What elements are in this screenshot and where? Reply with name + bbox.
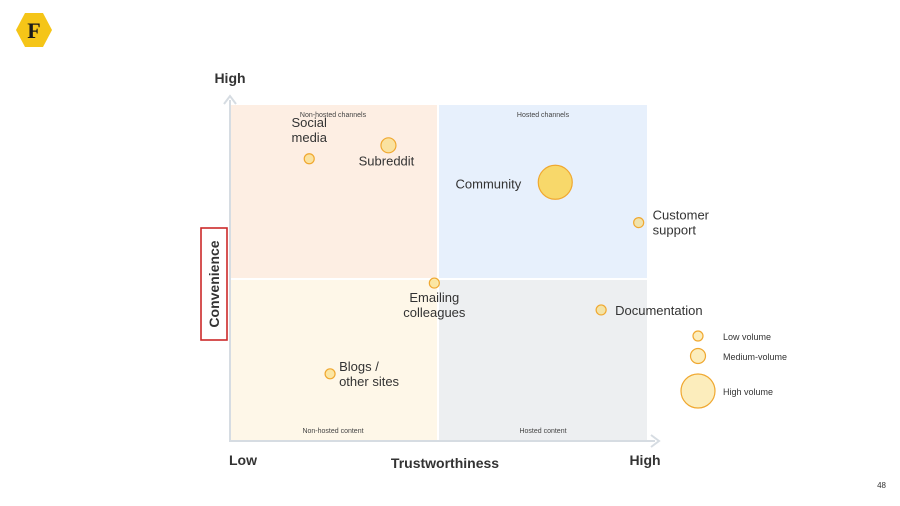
quadrant-non-hosted-content bbox=[230, 280, 437, 440]
quadrant-label-non-hosted-content: Non-hosted content bbox=[302, 428, 363, 435]
bubble-label-social-media: Social media bbox=[292, 115, 328, 145]
quadrant-label-hosted-content: Hosted content bbox=[519, 428, 566, 435]
quadrant-label-hosted-channels: Hosted channels bbox=[517, 112, 570, 119]
legend-swatch-low-volume bbox=[692, 330, 704, 342]
x-axis-low-label: Low bbox=[229, 452, 257, 468]
logo-letter: F bbox=[27, 18, 40, 43]
x-axis-arrow bbox=[650, 434, 661, 448]
bubble-label-subreddit: Subreddit bbox=[359, 153, 415, 168]
y-axis-title: Convenience bbox=[206, 240, 222, 327]
y-axis-arrow bbox=[223, 94, 237, 105]
bubble-blogs-other-sites bbox=[324, 368, 336, 380]
legend-swatch-high-volume bbox=[680, 373, 716, 409]
bubble-label-community: Community bbox=[456, 176, 522, 191]
logo-hexagon bbox=[16, 13, 52, 47]
bubble-label-emailing-colleagues: Emailing colleagues bbox=[403, 290, 466, 320]
quadrant-non-hosted-channels bbox=[230, 105, 437, 278]
quadrant-label-non-hosted-channels: Non-hosted channels bbox=[300, 112, 367, 119]
legend-label-medium-volume: Medium-volume bbox=[723, 352, 787, 362]
bubble-social-media bbox=[303, 153, 315, 165]
legend-label-low-volume: Low volume bbox=[723, 332, 771, 342]
x-axis-high-label: High bbox=[629, 452, 660, 468]
y-axis-title-highlight bbox=[200, 227, 228, 341]
bubble-subreddit bbox=[380, 137, 397, 154]
bubble-emailing-colleagues bbox=[428, 277, 440, 289]
bubble-community bbox=[537, 164, 573, 200]
page-number: 48 bbox=[877, 481, 886, 490]
bubble-label-customer-support: Customer support bbox=[653, 208, 710, 238]
quadrant-hosted-content bbox=[439, 280, 647, 440]
legend: Low volume Medium-volume High volume bbox=[680, 330, 787, 409]
x-axis-title: Trustworthiness bbox=[391, 455, 499, 471]
y-axis-high-label: High bbox=[214, 70, 245, 86]
bubble-layer: Social media Subreddit Community Customer sup… bbox=[292, 115, 710, 389]
bubble-documentation bbox=[595, 304, 607, 316]
legend-swatch-medium-volume bbox=[689, 347, 707, 365]
brand-logo: F bbox=[16, 13, 52, 47]
legend-label-high-volume: High volume bbox=[723, 387, 773, 397]
bubble-customer-support bbox=[633, 217, 645, 229]
bubble-label-documentation: Documentation bbox=[615, 303, 702, 318]
bubble-label-blogs-other-sites: Blogs / other sites bbox=[339, 359, 399, 389]
